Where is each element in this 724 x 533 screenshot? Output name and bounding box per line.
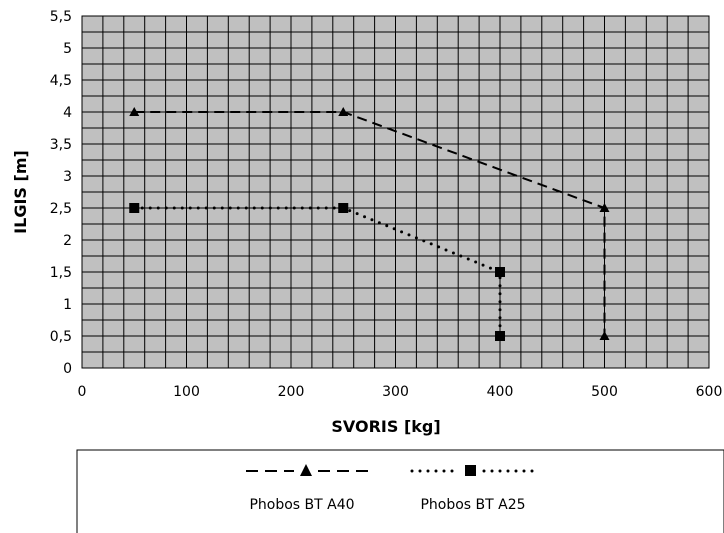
data-point-triangle — [338, 107, 349, 116]
series-phobos-bt-a40 — [129, 107, 610, 340]
series-phobos-bt-a25 — [129, 203, 505, 341]
x-tick-label: 200 — [278, 384, 305, 400]
x-tick-label: 600 — [696, 384, 723, 400]
x-axis-ticks: 0 100 200 300 400 500 600 — [78, 384, 723, 400]
y-tick-label: 3 — [63, 169, 72, 185]
data-point-square — [338, 203, 349, 213]
y-tick-label: 5,5 — [50, 9, 72, 25]
legend-box — [76, 449, 724, 533]
y-tick-label: 3,5 — [50, 137, 72, 153]
series-line — [134, 111, 606, 336]
legend: Phobos BT A40 Phobos BT A25 — [76, 449, 724, 533]
x-tick-label: 0 — [78, 384, 87, 400]
y-tick-label: 1 — [63, 297, 72, 313]
x-tick-label: 300 — [382, 384, 409, 400]
data-point-square — [495, 267, 505, 277]
data-point-square — [129, 203, 140, 213]
x-tick-label: 400 — [487, 384, 514, 400]
x-tick-label: 500 — [591, 384, 618, 400]
y-axis-title: ILGIS [m] — [11, 150, 30, 234]
x-axis-title: SVORIS [kg] — [331, 417, 440, 436]
y-tick-label: 0 — [63, 361, 72, 377]
y-tick-label: 2,5 — [50, 201, 72, 217]
legend-label-a40: Phobos BT A40 — [249, 497, 354, 513]
y-tick-label: 5 — [63, 41, 72, 57]
series-layer — [129, 107, 610, 341]
data-point-triangle — [599, 203, 610, 212]
x-tick-label: 100 — [173, 384, 200, 400]
grid — [81, 15, 710, 369]
y-tick-label: 0,5 — [50, 329, 72, 345]
y-tick-label: 1,5 — [50, 265, 72, 281]
y-tick-label: 4 — [63, 105, 72, 121]
legend-marker-a25 — [465, 465, 476, 476]
y-axis-ticks: 0 0,5 1 1,5 2 2,5 3 3,5 4 4,5 5 5,5 — [50, 9, 72, 377]
data-point-triangle — [599, 331, 610, 340]
y-tick-label: 4,5 — [50, 73, 72, 89]
y-tick-label: 2 — [63, 233, 72, 249]
legend-marker-a40 — [300, 464, 312, 476]
series-line — [132, 206, 502, 338]
data-point-triangle — [129, 107, 140, 116]
data-point-square — [495, 331, 505, 341]
legend-label-a25: Phobos BT A25 — [420, 497, 525, 513]
